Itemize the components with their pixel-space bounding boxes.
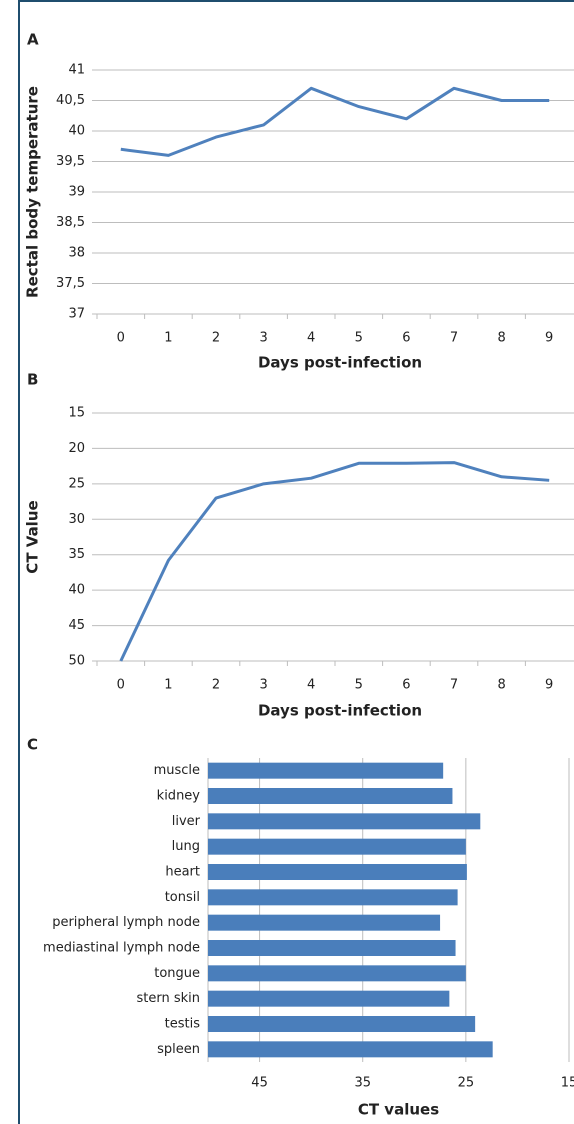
y-tick-label: stern skin: [136, 991, 200, 1006]
bar: [208, 940, 456, 956]
y-tick-label: 38: [68, 246, 85, 261]
y-tick-label: tonsil: [165, 890, 200, 905]
x-tick-label: 8: [497, 678, 505, 693]
x-tick-label: 4: [307, 678, 315, 693]
y-tick-label: mediastinal lymph node: [43, 941, 200, 956]
x-axis-title: Days post-infection: [258, 354, 422, 372]
y-axis-title: CT Value: [24, 500, 42, 573]
y-tick-label: 40: [68, 583, 85, 598]
bar: [208, 813, 481, 830]
x-tick-label: 0: [117, 331, 125, 346]
x-tick-label: 6: [402, 331, 410, 346]
x-tick-label: 0: [117, 678, 125, 693]
y-tick-label: kidney: [157, 789, 201, 804]
data-line: [120, 86, 550, 157]
bar: [208, 990, 450, 1007]
x-tick-label: 8: [497, 331, 505, 346]
y-tick-label: heart: [165, 865, 200, 880]
x-tick-label: 5: [355, 331, 363, 346]
x-axis-title: CT values: [358, 1101, 439, 1119]
y-axis-title: Rectal body temperature: [24, 86, 42, 298]
y-tick-label: 37,5: [56, 276, 85, 291]
y-tick-label: 39: [68, 185, 85, 200]
x-tick-label: 9: [545, 331, 553, 346]
bar: [208, 762, 444, 779]
y-tick-label: 25: [68, 476, 85, 491]
x-axis-title: Days post-infection: [258, 702, 422, 720]
x-tick-label: 35: [354, 1076, 371, 1091]
bar: [208, 864, 467, 880]
x-tick-label: 1: [164, 678, 172, 693]
panel-label: B: [27, 371, 38, 389]
y-tick-label: 37: [68, 307, 85, 322]
x-tick-label: 9: [545, 678, 553, 693]
x-tick-label: 2: [212, 331, 220, 346]
x-tick-label: 25: [458, 1076, 475, 1091]
y-tick-label: 41: [68, 63, 85, 78]
y-tick-label: liver: [172, 814, 201, 829]
y-tick-label: 45: [68, 618, 85, 633]
y-tick-label: 39,5: [56, 154, 85, 169]
y-tick-label: lung: [172, 839, 200, 854]
x-tick-label: 6: [402, 678, 410, 693]
bar: [208, 838, 466, 855]
bar: [208, 914, 441, 931]
y-tick-label: testis: [165, 1017, 201, 1032]
x-tick-label: 4: [307, 331, 315, 346]
x-tick-label: 15: [561, 1076, 574, 1091]
bar: [208, 1016, 476, 1032]
y-tick-label: 40,5: [56, 93, 85, 108]
y-tick-label: 30: [68, 512, 85, 527]
panel-label: A: [27, 31, 39, 49]
y-tick-label: spleen: [157, 1042, 200, 1057]
y-tick-label: 20: [68, 441, 85, 456]
x-tick-label: 5: [355, 678, 363, 693]
bar: [208, 788, 453, 804]
y-tick-label: tongue: [154, 966, 200, 981]
x-tick-label: 3: [259, 331, 267, 346]
panel-label: C: [27, 736, 38, 754]
y-tick-label: 50: [68, 654, 85, 669]
x-tick-label: 7: [450, 678, 458, 693]
y-tick-label: peripheral lymph node: [52, 915, 200, 930]
x-tick-label: 7: [450, 331, 458, 346]
x-tick-label: 2: [212, 678, 220, 693]
y-tick-label: 38,5: [56, 215, 85, 230]
y-tick-label: 40: [68, 124, 85, 139]
x-tick-label: 3: [259, 678, 267, 693]
x-tick-label: 45: [251, 1076, 268, 1091]
y-tick-label: 35: [68, 547, 85, 562]
x-tick-label: 1: [164, 331, 172, 346]
bar: [208, 889, 458, 906]
data-line: [119, 461, 550, 662]
y-tick-label: 15: [68, 406, 85, 421]
bar: [208, 1041, 493, 1058]
y-tick-label: muscle: [154, 763, 200, 778]
bar: [208, 965, 466, 982]
